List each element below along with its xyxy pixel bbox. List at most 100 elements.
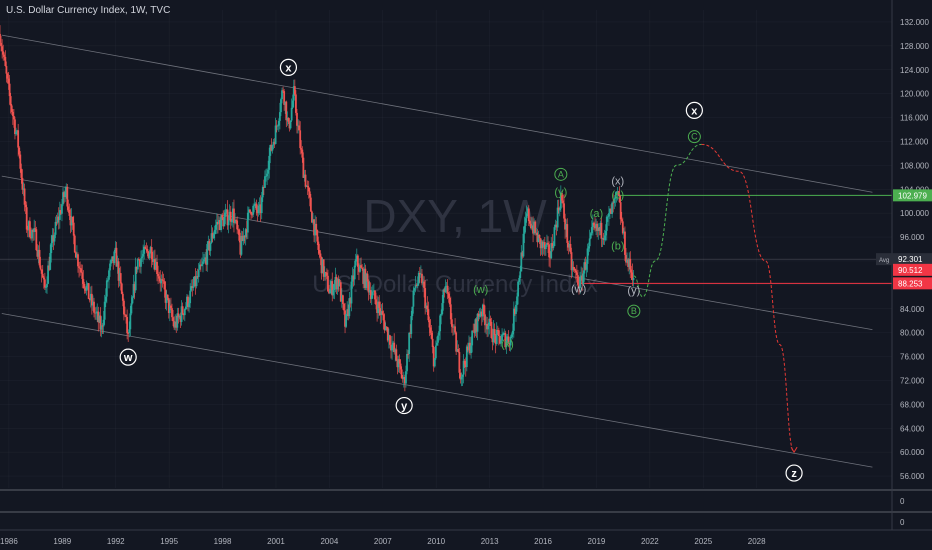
candle-body — [260, 197, 263, 214]
candle-body — [620, 219, 623, 222]
wave-label-y[interactable]: y — [401, 401, 408, 413]
candle-body — [206, 244, 209, 265]
candle-body — [245, 229, 248, 233]
candle-body — [548, 244, 550, 258]
candle-body — [70, 216, 73, 226]
wave-label-x[interactable]: x — [691, 105, 698, 117]
candle-body — [282, 90, 284, 92]
wave-label-A[interactable]: A — [558, 169, 564, 179]
candle-body — [80, 268, 83, 273]
candle-body — [580, 275, 583, 277]
price-channel[interactable] — [1, 34, 873, 468]
candle-body — [222, 217, 225, 227]
candle-body — [473, 330, 476, 334]
wave-label-circle[interactable] — [395, 396, 413, 415]
candle-body — [433, 358, 436, 367]
candle-body — [223, 216, 226, 227]
candle-body — [398, 359, 401, 364]
candle-body — [52, 235, 55, 242]
candle-body — [259, 204, 262, 214]
candle-body — [262, 186, 265, 188]
current-price-label: 90.512 — [898, 266, 923, 275]
candle-body — [186, 296, 188, 307]
candle-body — [15, 131, 17, 135]
wave-label-circle[interactable] — [119, 348, 137, 366]
projection-paths[interactable] — [633, 143, 798, 454]
candle-body — [600, 222, 603, 239]
wave-label-w[interactable]: (w) — [571, 283, 586, 295]
wave-label-y[interactable]: (y) — [554, 187, 567, 199]
wave-label-x[interactable]: (x) — [501, 338, 514, 350]
candle-body — [43, 279, 46, 288]
wave-label-w[interactable]: w — [123, 352, 133, 364]
candle-body — [587, 246, 590, 249]
wave-label-b[interactable]: (b) — [611, 240, 624, 252]
wave-label-circle[interactable] — [627, 304, 641, 318]
candle-body — [119, 273, 122, 284]
candle-body — [194, 276, 197, 287]
candle-body — [582, 273, 585, 285]
candle-body — [438, 331, 440, 336]
wave-label-B[interactable]: B — [631, 306, 637, 316]
candle-body — [544, 245, 547, 250]
candle-body — [610, 208, 612, 214]
candle-body — [182, 313, 185, 316]
candle-body — [583, 262, 586, 274]
wave-label-x[interactable]: x — [285, 62, 292, 74]
candle-body — [339, 282, 342, 302]
candle-body — [166, 294, 169, 299]
current-price-badge — [893, 263, 932, 276]
candle-body — [280, 99, 282, 113]
candle-body — [617, 191, 620, 195]
candle-body — [581, 275, 584, 285]
candle-body — [459, 372, 462, 380]
candle-body — [415, 285, 418, 287]
candle-body — [188, 303, 190, 308]
candle-body — [316, 230, 319, 242]
candle-body — [380, 311, 383, 316]
channel-line-upper[interactable] — [1, 34, 873, 193]
wave-label-circle[interactable] — [687, 130, 701, 144]
candle-body — [519, 271, 522, 279]
channel-line-middle[interactable] — [1, 175, 873, 331]
candle-body — [542, 242, 545, 248]
candle-body — [553, 227, 556, 247]
candle-body — [193, 276, 196, 287]
wave-label-circle[interactable] — [785, 464, 803, 482]
candle-body — [240, 235, 243, 255]
candle-body — [471, 330, 474, 346]
candle-body — [26, 229, 29, 231]
candle-body — [381, 311, 384, 315]
candle-body — [209, 243, 212, 251]
wave-labels[interactable]: x w y x z A B C (y) (w) (x) (a) (b) (c) (x) (w) (y) — [119, 58, 803, 482]
candle-body — [577, 275, 579, 285]
candle-body — [456, 349, 459, 352]
candle-body — [374, 290, 376, 300]
candle-body — [327, 275, 329, 292]
candle-body — [313, 219, 315, 236]
projection-down-path[interactable] — [701, 143, 795, 453]
candle-body — [328, 291, 330, 294]
candle-body — [361, 267, 364, 269]
wave-label-C[interactable]: C — [691, 132, 698, 142]
projection-up-path[interactable] — [633, 143, 702, 298]
candle-body — [455, 332, 458, 352]
wave-label-z[interactable]: z — [791, 468, 797, 480]
y-tick-label: 84.000 — [900, 305, 925, 314]
candle-body — [547, 242, 549, 245]
wave-label-circle[interactable] — [554, 167, 568, 181]
candle-body — [472, 330, 475, 332]
candle-body — [153, 259, 156, 270]
wave-label-circle[interactable] — [685, 101, 703, 119]
candle-body — [442, 289, 445, 304]
channel-line-lower[interactable] — [1, 313, 873, 468]
wave-label-x[interactable]: (x) — [611, 175, 624, 187]
candle-body — [371, 291, 374, 296]
wave-label-w[interactable]: (w) — [473, 284, 488, 296]
wave-label-c[interactable]: (c) — [611, 190, 624, 202]
candle-body — [450, 319, 453, 327]
wave-label-y[interactable]: (y) — [627, 285, 640, 297]
wave-label-circle[interactable] — [279, 58, 298, 76]
wave-label-a[interactable]: (a) — [590, 208, 603, 220]
